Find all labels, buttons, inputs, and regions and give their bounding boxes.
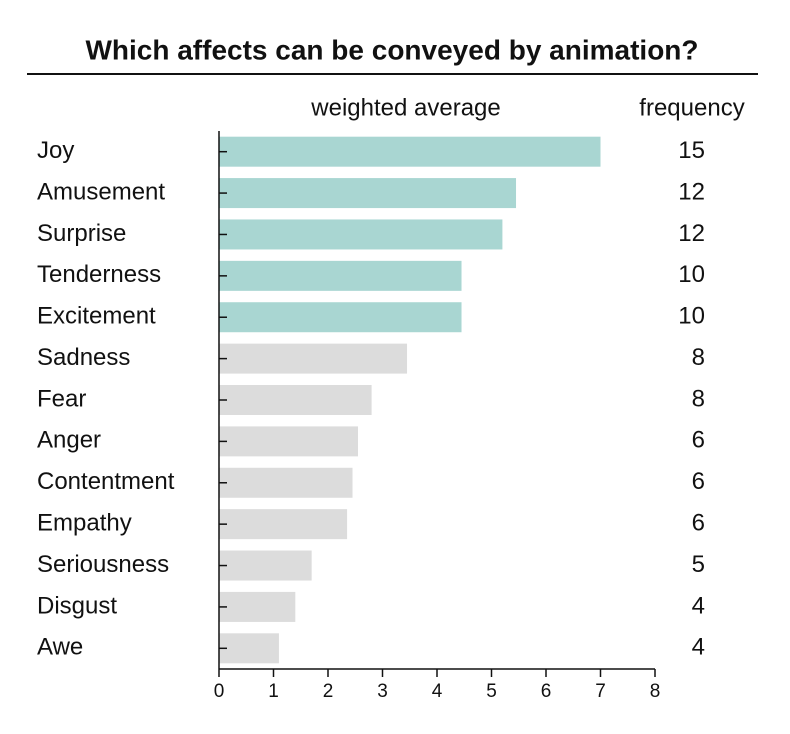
x-tick-label: 2 bbox=[323, 681, 334, 702]
y-tick-label: Awe bbox=[37, 634, 83, 661]
bar bbox=[219, 219, 503, 250]
frequency-value: 10 bbox=[678, 303, 705, 330]
frequency-value: 8 bbox=[692, 344, 705, 371]
frequency-value: 10 bbox=[678, 261, 705, 288]
frequency-value: 12 bbox=[678, 220, 705, 247]
y-tick-label: Fear bbox=[37, 385, 86, 412]
y-tick-label: Empathy bbox=[37, 509, 132, 536]
bar bbox=[219, 385, 372, 415]
y-tick-label: Anger bbox=[37, 427, 101, 454]
frequency-value: 12 bbox=[678, 178, 705, 205]
bar bbox=[219, 426, 358, 457]
y-tick-label: Sadness bbox=[37, 344, 130, 371]
frequency-value: 15 bbox=[678, 137, 705, 164]
y-tick-label: Disgust bbox=[37, 592, 117, 619]
x-tick-label: 5 bbox=[486, 681, 497, 702]
y-tick-label: Seriousness bbox=[37, 551, 169, 578]
frequency-value: 4 bbox=[692, 634, 705, 661]
y-tick-label: Excitement bbox=[37, 303, 156, 330]
frequency-value: 4 bbox=[692, 592, 705, 619]
bar bbox=[219, 178, 517, 209]
bar bbox=[219, 509, 348, 540]
frequency-value: 6 bbox=[692, 427, 705, 454]
frequency-value: 6 bbox=[692, 509, 705, 536]
y-tick-label: Tenderness bbox=[37, 261, 161, 288]
x-tick-label: 6 bbox=[541, 681, 552, 702]
x-tick-label: 7 bbox=[595, 681, 606, 702]
bar bbox=[219, 550, 312, 581]
frequency-value: 6 bbox=[692, 468, 705, 495]
y-tick-label: Contentment bbox=[37, 468, 175, 495]
bar bbox=[219, 302, 462, 333]
x-tick-label: 8 bbox=[650, 681, 661, 702]
y-tick-label: Amusement bbox=[37, 178, 165, 205]
x-tick-label: 3 bbox=[377, 681, 388, 702]
frequency-value: 8 bbox=[692, 385, 705, 412]
x-axis-label: weighted average bbox=[310, 94, 500, 121]
bar bbox=[219, 591, 296, 622]
bar bbox=[219, 633, 279, 664]
bar bbox=[219, 136, 601, 167]
bar bbox=[219, 343, 408, 374]
chart-title: Which affects can be conveyed by animati… bbox=[85, 34, 698, 65]
x-tick-label: 4 bbox=[432, 681, 443, 702]
frequency-header: frequency bbox=[639, 94, 744, 121]
bar bbox=[219, 260, 462, 291]
y-tick-label: Joy bbox=[37, 137, 74, 164]
y-tick-label: Surprise bbox=[37, 220, 126, 247]
frequency-value: 5 bbox=[692, 551, 705, 578]
x-tick-label: 0 bbox=[214, 681, 225, 702]
bar bbox=[219, 467, 353, 498]
x-tick-label: 1 bbox=[268, 681, 279, 702]
